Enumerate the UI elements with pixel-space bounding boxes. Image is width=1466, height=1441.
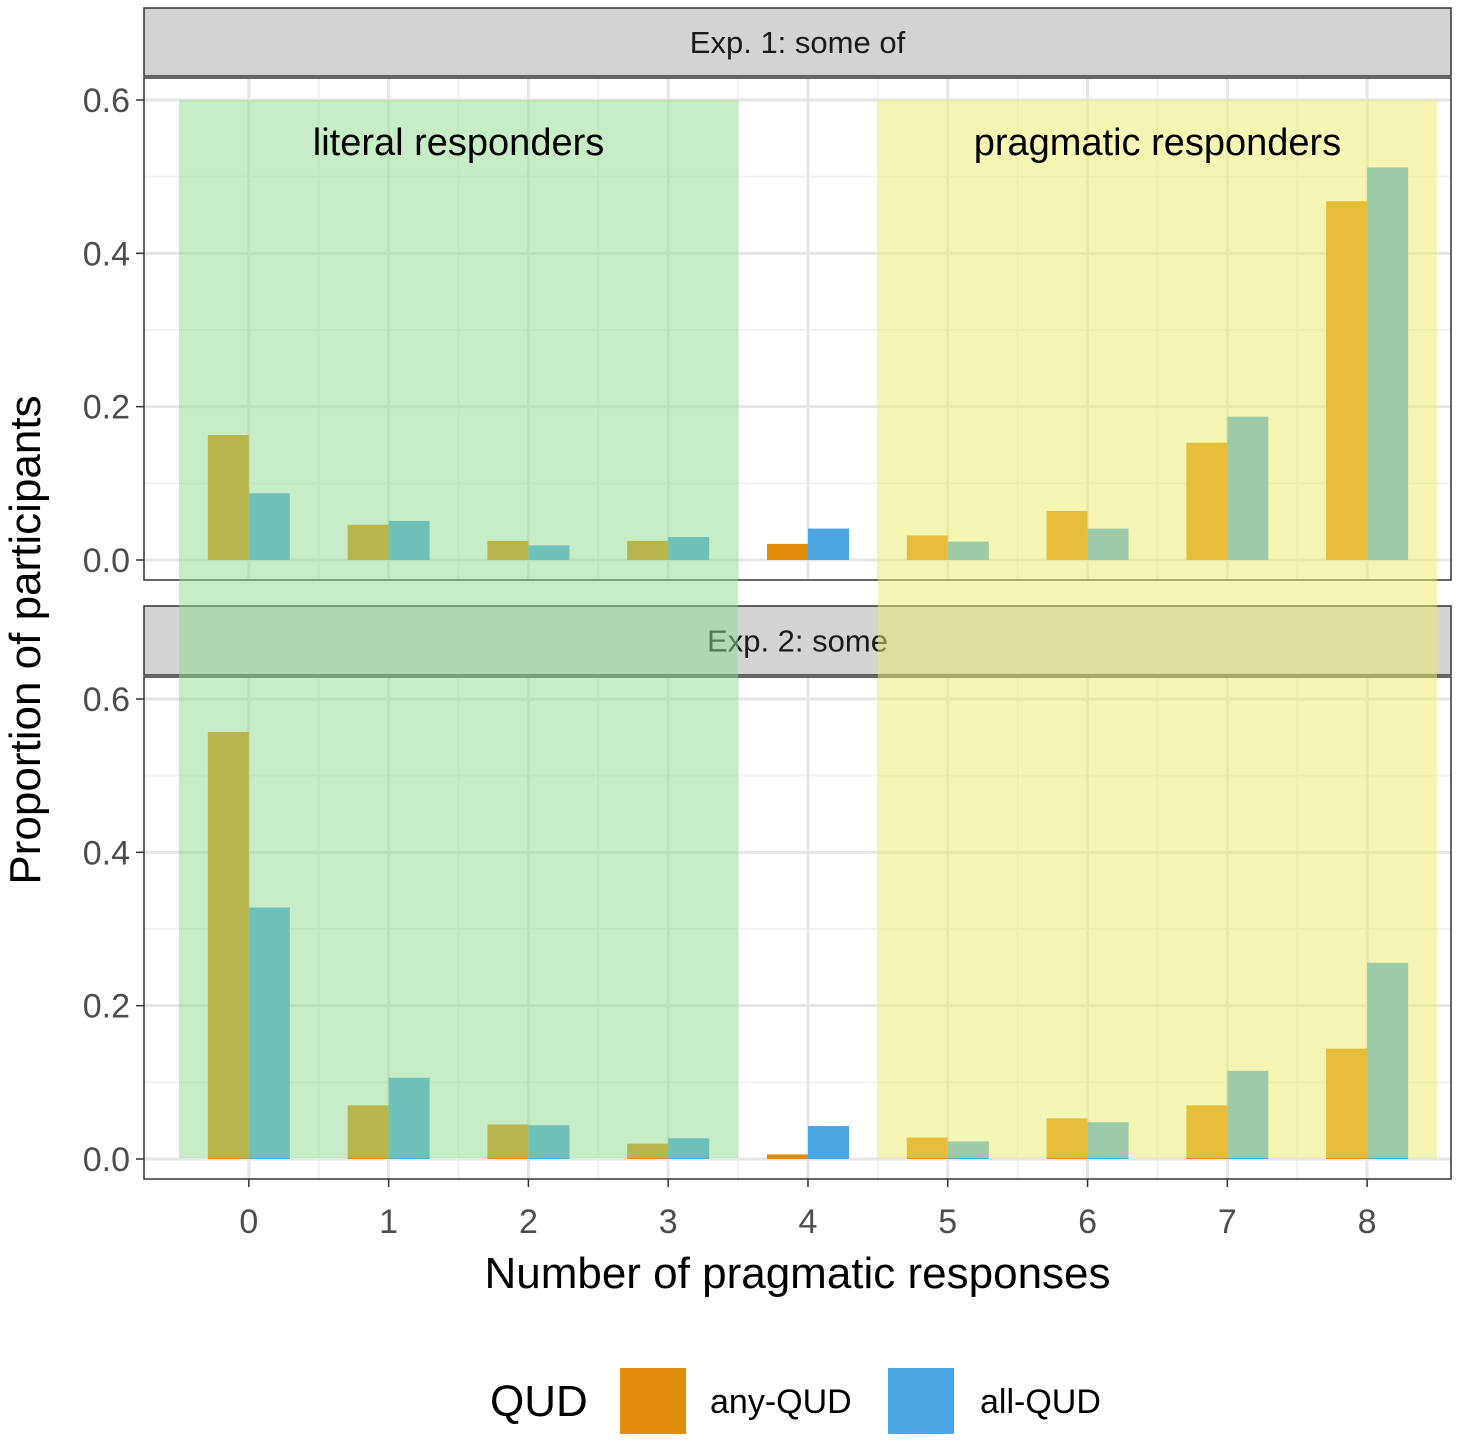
y-tick-label: 0.4 bbox=[83, 235, 130, 273]
bar-any-QUD-4 bbox=[766, 1154, 808, 1159]
x-axis-title: Number of pragmatic responses bbox=[484, 1249, 1110, 1298]
x-tick-label: 4 bbox=[799, 1203, 818, 1241]
x-tick-label: 6 bbox=[1078, 1203, 1097, 1241]
x-tick-label: 2 bbox=[519, 1203, 538, 1241]
bar-all-QUD-4 bbox=[807, 528, 849, 560]
y-axis-title: Proportion of participants bbox=[1, 395, 50, 884]
axes-layer: 0.0 0.2 0.4 0.6 0.0 0.2 0.4 0.6 0 1 2 3 4 5 6 7 8 Number … bbox=[1, 82, 1377, 1298]
band-literal bbox=[178, 100, 739, 1158]
x-tick-label: 8 bbox=[1358, 1203, 1377, 1241]
legend-layer: QUD any-QUD all-QUD bbox=[490, 1368, 1101, 1434]
x-tick-label: 0 bbox=[239, 1203, 258, 1241]
x-tick-label: 3 bbox=[659, 1203, 678, 1241]
bands-layer: literal responders pragmatic responders bbox=[178, 100, 1438, 1158]
facet-strip-label: Exp. 1: some of bbox=[690, 25, 906, 60]
legend-key-all-QUD bbox=[888, 1368, 954, 1434]
bar-any-QUD-4 bbox=[766, 543, 808, 560]
legend-label-any-QUD: any-QUD bbox=[710, 1383, 852, 1421]
y-tick-label: 0.6 bbox=[83, 681, 130, 719]
panel-border bbox=[143, 77, 1452, 581]
facet-strip bbox=[143, 7, 1452, 77]
band-label: literal responders bbox=[313, 122, 604, 164]
y-tick-label: 0.6 bbox=[83, 82, 130, 120]
band-pragmatic bbox=[877, 100, 1438, 1158]
legend-key-any-QUD bbox=[620, 1368, 686, 1434]
legend-title: QUD bbox=[490, 1377, 588, 1426]
x-tick-label: 5 bbox=[938, 1203, 957, 1241]
y-tick-label: 0.2 bbox=[83, 389, 130, 427]
x-tick-label: 7 bbox=[1218, 1203, 1237, 1241]
panel-border bbox=[143, 676, 1452, 1180]
y-tick-label: 0.0 bbox=[83, 1141, 130, 1179]
x-tick-label: 1 bbox=[379, 1203, 398, 1241]
bar-all-QUD-4 bbox=[807, 1126, 849, 1159]
band-label: pragmatic responders bbox=[974, 122, 1342, 164]
legend-label-all-QUD: all-QUD bbox=[980, 1383, 1101, 1421]
y-tick-label: 0.4 bbox=[83, 834, 130, 872]
y-tick-label: 0.0 bbox=[83, 542, 130, 580]
y-tick-label: 0.2 bbox=[83, 988, 130, 1026]
